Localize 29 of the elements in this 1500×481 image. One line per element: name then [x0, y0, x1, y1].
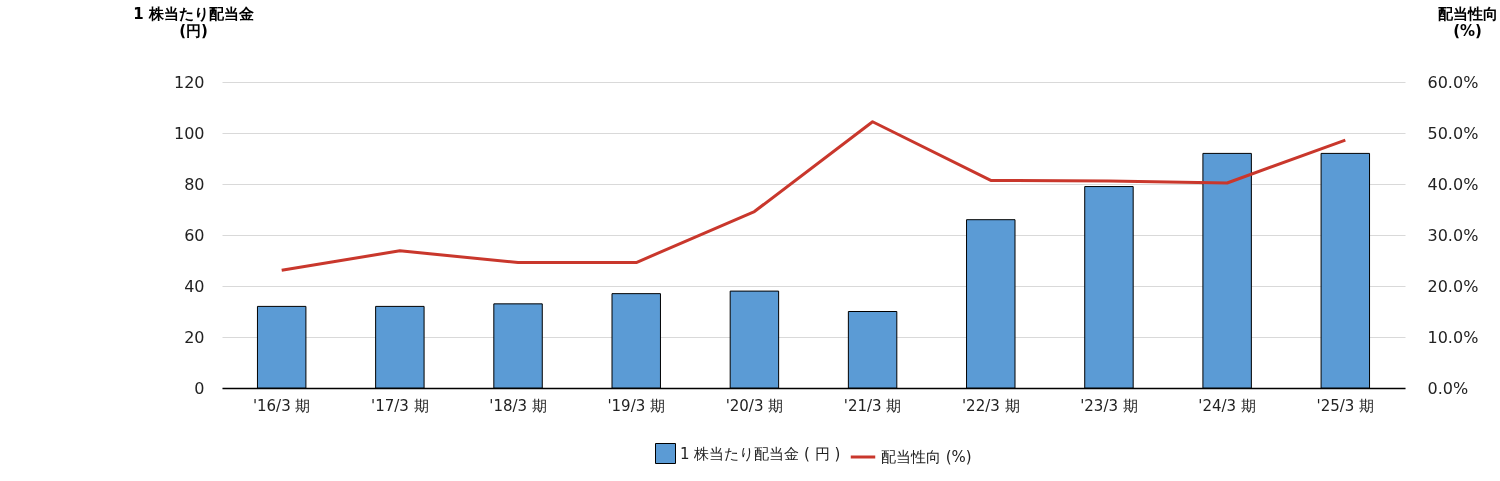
- y-tick-label: 100: [173, 123, 205, 143]
- y2-tick-label: 0.0%: [1427, 378, 1469, 398]
- x-tick-label: '25/3 期: [1316, 396, 1375, 415]
- y-tick-label: 60: [184, 225, 205, 245]
- line-series: [280, 120, 1347, 272]
- x-tick-label: '22/3 期: [961, 396, 1020, 415]
- y2-tick-label: 30.0%: [1427, 225, 1479, 245]
- x-tick-label: '18/3 期: [489, 396, 547, 415]
- x-tick-label: '17/3 期: [371, 396, 429, 415]
- y2-tick-label: 20.0%: [1427, 276, 1479, 296]
- y-tick-label: 20: [184, 327, 205, 347]
- x-tick-label: '16/3 期: [252, 396, 311, 415]
- x-tick-label: '21/3 期: [843, 396, 902, 415]
- y-tick-label: 80: [184, 174, 205, 194]
- y2-tick-label: 40.0%: [1427, 174, 1479, 194]
- y2-axis-title: 配当性向 (%): [1437, 4, 1498, 40]
- y2-tick-label: 10.0%: [1427, 327, 1479, 347]
- x-tick-label: '19/3 期: [607, 396, 666, 415]
- x-tick-label: '20/3 期: [725, 396, 784, 415]
- y2-tick-label: 60.0%: [1427, 72, 1479, 92]
- x-tick-label: '23/3 期: [1080, 396, 1138, 415]
- y-tick-label: 0: [194, 378, 205, 398]
- x-tick-label: '24/3 期: [1198, 396, 1256, 415]
- legend-label: 1 株当たり配当金 ( 円 ): [680, 444, 841, 463]
- y-tick-label: 120: [173, 72, 205, 92]
- legend-label: 配当性向 (%): [881, 448, 972, 466]
- y-axis-title: 1 株当たり配当金 (円): [133, 4, 254, 40]
- y2-tick-label: 50.0%: [1427, 123, 1479, 143]
- y-tick-label: 40: [184, 276, 205, 296]
